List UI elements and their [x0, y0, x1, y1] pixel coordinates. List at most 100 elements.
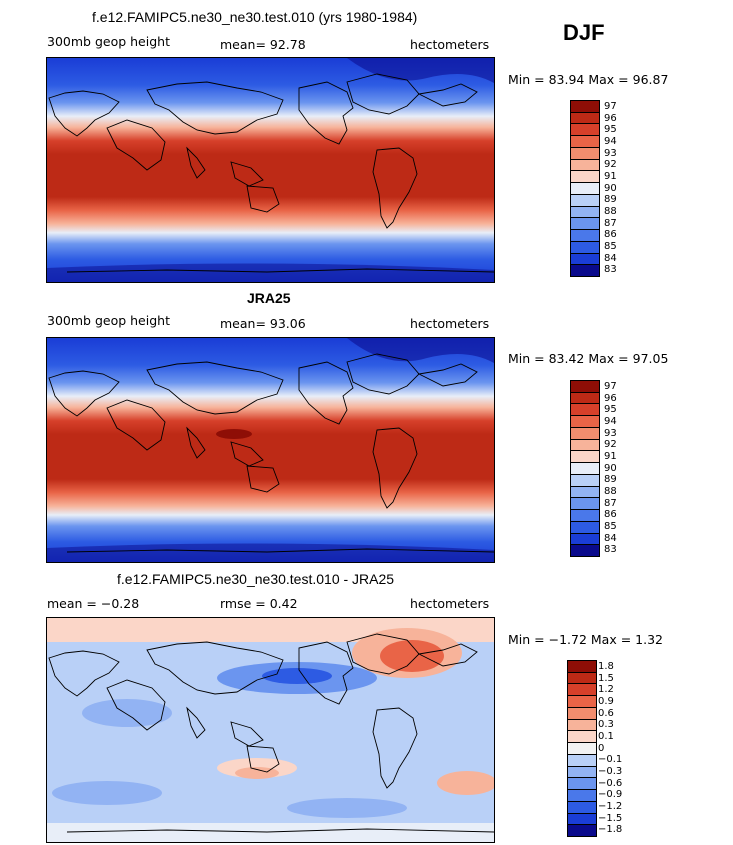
colorbar-level-label: 90: [604, 462, 617, 474]
panel-3-colorbar-labels: 1.8 1.5 1.2 0.9 0.6 0.3 0.1 0 −0.1 −0.3 −0.6 −0.9 −1…: [598, 660, 648, 835]
panel-1-mean-label: mean= 92.78: [220, 37, 306, 52]
colorbar-cell: [571, 171, 599, 184]
colorbar-cell: [571, 498, 599, 511]
colorbar-cell: [571, 463, 599, 475]
colorbar-level-label: 87: [604, 217, 617, 229]
colorbar-cell: [571, 183, 599, 195]
colorbar-level-label: 0.3: [598, 719, 614, 731]
colorbar-cell: [568, 813, 596, 826]
colorbar-cell: [571, 101, 599, 113]
colorbar-level-label: 92: [604, 439, 617, 451]
colorbar-cell: [568, 790, 596, 802]
panel-2-mean-label: mean= 93.06: [220, 316, 306, 331]
colorbar-cell: [571, 230, 599, 242]
colorbar-level-label: 97: [604, 100, 617, 112]
colorbar-cell: [571, 416, 599, 428]
colorbar-level-label: −1.2: [598, 800, 623, 812]
colorbar-cell: [571, 427, 599, 440]
colorbar-cell: [568, 825, 596, 837]
colorbar-cell: [571, 533, 599, 546]
colorbar-level-label: 83: [604, 264, 617, 276]
panel-1-units-label: hectometers: [410, 37, 490, 52]
panel-1-minmax-label: Min = 83.94 Max = 96.87: [508, 72, 669, 87]
colorbar-level-label: 0: [598, 742, 605, 754]
colorbar-level-label: 94: [604, 135, 617, 147]
panel-3-mean-label: mean = −0.28: [47, 596, 140, 611]
colorbar-level-label: 83: [604, 544, 617, 556]
colorbar-level-label: 85: [604, 520, 617, 532]
panel-3-title: f.e12.FAMIPC5.ne30_ne30.test.010 - JRA25: [117, 571, 395, 587]
colorbar-cell: [571, 112, 599, 125]
colorbar-cell: [571, 159, 599, 172]
colorbar-level-label: −0.3: [598, 765, 623, 777]
colorbar-cell: [571, 241, 599, 254]
panel-2-colorbar-labels: 97 96 95 94 93 92 91 90 89 88 87 86 85 84 83: [604, 380, 644, 555]
colorbar-cell: [571, 545, 599, 557]
panel-3-colorbar: [567, 660, 597, 837]
panel-2-title: JRA25: [247, 290, 291, 306]
panel-2-colorbar: [570, 380, 600, 557]
colorbar-level-label: −1.8: [598, 824, 623, 836]
colorbar-cell: [568, 684, 596, 697]
colorbar-cell: [571, 451, 599, 464]
colorbar-level-label: 88: [604, 205, 617, 217]
panel-1-map: [46, 57, 495, 283]
colorbar-level-label: 97: [604, 380, 617, 392]
colorbar-level-label: −1.5: [598, 812, 623, 824]
panel-3-map: [46, 617, 495, 843]
panel-1-variable-label: 300mb geop height: [47, 34, 170, 49]
panel-2-map: [46, 337, 495, 563]
colorbar-level-label: 87: [604, 497, 617, 509]
colorbar-cell: [568, 754, 596, 767]
colorbar-level-label: 1.5: [598, 672, 614, 684]
colorbar-level-label: 96: [604, 392, 617, 404]
colorbar-cell: [568, 672, 596, 685]
colorbar-cell: [571, 486, 599, 499]
colorbar-level-label: 86: [604, 509, 617, 521]
colorbar-cell: [568, 707, 596, 720]
colorbar-cell: [571, 265, 599, 277]
colorbar-cell: [571, 124, 599, 137]
colorbar-cell: [571, 521, 599, 534]
colorbar-level-label: 95: [604, 124, 617, 136]
colorbar-cell: [571, 381, 599, 393]
colorbar-cell: [571, 439, 599, 452]
colorbar-cell: [568, 766, 596, 779]
panel-3-rmse-label: rmse = 0.42: [220, 596, 298, 611]
colorbar-level-label: 95: [604, 404, 617, 416]
panel-1-title: f.e12.FAMIPC5.ne30_ne30.test.010 (yrs 19…: [92, 9, 418, 25]
colorbar-cell: [568, 778, 596, 791]
colorbar-level-label: 1.2: [598, 684, 614, 696]
colorbar-cell: [568, 731, 596, 744]
colorbar-level-label: 92: [604, 159, 617, 171]
panel-3-minmax-label: Min = −1.72 Max = 1.32: [508, 632, 663, 647]
colorbar-level-label: 85: [604, 240, 617, 252]
colorbar-cell: [571, 147, 599, 160]
colorbar-level-label: 90: [604, 182, 617, 194]
colorbar-cell: [571, 253, 599, 266]
panel-3-units-label: hectometers: [410, 596, 490, 611]
colorbar-level-label: 1.8: [598, 660, 614, 672]
colorbar-level-label: 91: [604, 170, 617, 182]
colorbar-level-label: 89: [604, 194, 617, 206]
colorbar-cell: [571, 136, 599, 148]
panel-2-units-label: hectometers: [410, 316, 490, 331]
colorbar-level-label: −0.9: [598, 789, 623, 801]
colorbar-cell: [571, 392, 599, 405]
colorbar-level-label: −0.6: [598, 777, 623, 789]
colorbar-level-label: 0.1: [598, 730, 614, 742]
colorbar-cell: [571, 206, 599, 219]
colorbar-cell: [568, 719, 596, 732]
panel-1-colorbar: [570, 100, 600, 277]
colorbar-level-label: 86: [604, 229, 617, 241]
colorbar-cell: [571, 218, 599, 231]
panel-2-minmax-label: Min = 83.42 Max = 97.05: [508, 351, 669, 366]
colorbar-level-label: 93: [604, 147, 617, 159]
colorbar-cell: [571, 194, 599, 207]
colorbar-level-label: −0.1: [598, 754, 623, 766]
colorbar-cell: [568, 696, 596, 708]
colorbar-level-label: 0.9: [598, 695, 614, 707]
colorbar-level-label: 84: [604, 532, 617, 544]
panel-2-variable-label: 300mb geop height: [47, 313, 170, 328]
colorbar-cell: [568, 661, 596, 673]
